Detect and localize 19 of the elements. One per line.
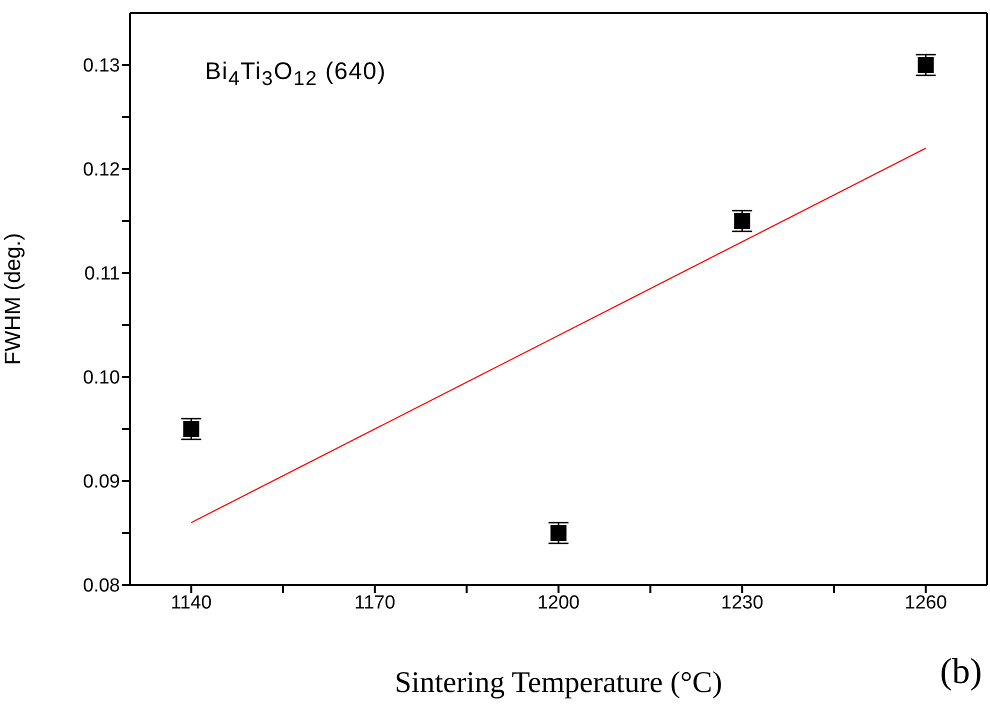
y-tick-label: 0.11 xyxy=(84,264,120,285)
y-tick-label: 0.09 xyxy=(83,472,120,493)
x-tick-label: 1140 xyxy=(170,592,212,614)
y-tick-label: 0.13 xyxy=(83,56,120,77)
x-tick-label: 1170 xyxy=(354,592,396,614)
y-tick-label: 0.10 xyxy=(83,368,120,389)
y-axis-title: FWHM (deg.) xyxy=(0,233,25,365)
y-tick-label: 0.12 xyxy=(83,160,120,181)
x-axis-title: Sintering Temperature (°C) xyxy=(394,666,722,699)
point xyxy=(734,213,750,229)
text: (b) xyxy=(940,650,982,692)
y-tick-label: 0.08 xyxy=(83,576,120,597)
point xyxy=(918,57,934,73)
x-tick-label: 1260 xyxy=(904,592,947,614)
point xyxy=(183,421,200,437)
point xyxy=(550,525,566,541)
annotation: Bi$_{4}$Ti$_{3}$O$_{12}$ (640) xyxy=(205,58,386,91)
x-tick-label: 1200 xyxy=(537,592,580,614)
x-tick-label: 1230 xyxy=(721,592,764,614)
